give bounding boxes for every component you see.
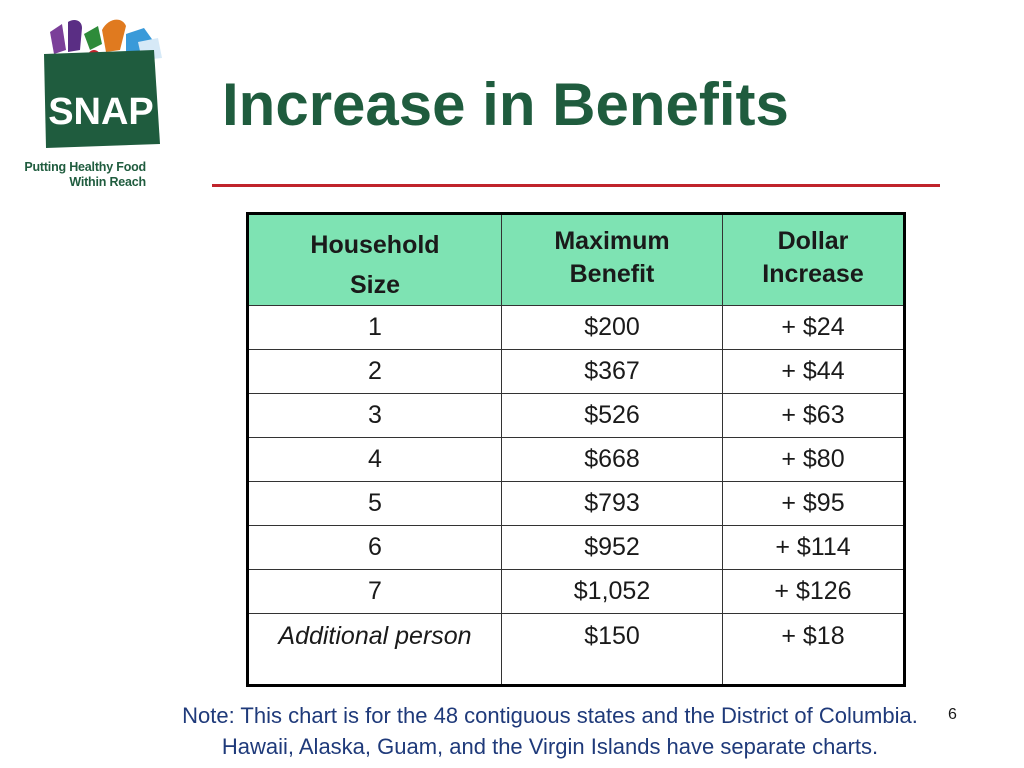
cell-maximum-benefit: $200 bbox=[501, 305, 723, 350]
header-household-line2: Size bbox=[349, 271, 401, 299]
cell-household-size: 5 bbox=[247, 481, 502, 526]
benefits-table-container: Household Size Maximum Benefit Dollar In… bbox=[246, 212, 906, 687]
table-row: 5 $793 + $95 bbox=[247, 481, 905, 526]
cell-maximum-benefit: $526 bbox=[501, 393, 723, 438]
footnote-line-1: Note: This chart is for the 48 contiguou… bbox=[182, 703, 918, 728]
logo-tagline: Putting Healthy Food Within Reach bbox=[22, 160, 146, 190]
cell-dollar-increase: + $80 bbox=[722, 437, 905, 482]
cell-household-size: 4 bbox=[247, 437, 502, 482]
slide-number: 6 bbox=[948, 706, 957, 723]
footnote: Note: This chart is for the 48 contiguou… bbox=[60, 700, 1024, 762]
cell-maximum-benefit: $150 bbox=[501, 613, 723, 686]
cell-dollar-increase: + $114 bbox=[722, 525, 905, 570]
benefits-table: Household Size Maximum Benefit Dollar In… bbox=[246, 212, 906, 687]
snap-logo-text: SNAP bbox=[48, 91, 154, 133]
cell-dollar-increase: + $63 bbox=[722, 393, 905, 438]
table-row: Additional person $150 + $18 bbox=[247, 613, 905, 686]
cell-household-size: Additional person bbox=[247, 613, 502, 686]
table-row: 7 $1,052 + $126 bbox=[247, 569, 905, 614]
table-row: 2 $367 + $44 bbox=[247, 349, 905, 394]
header-maximum-benefit: Maximum Benefit bbox=[501, 213, 723, 306]
cell-maximum-benefit: $793 bbox=[501, 481, 723, 526]
header-dollar-line2: Increase bbox=[762, 260, 864, 288]
footnote-line-2: Hawaii, Alaska, Guam, and the Virgin Isl… bbox=[221, 734, 879, 759]
cell-dollar-increase: + $126 bbox=[722, 569, 905, 614]
slide-title: Increase in Benefits bbox=[222, 71, 789, 138]
table-header-row: Household Size Maximum Benefit Dollar In… bbox=[247, 213, 905, 306]
cell-maximum-benefit: $952 bbox=[501, 525, 723, 570]
cell-dollar-increase: + $44 bbox=[722, 349, 905, 394]
header-household-line1: Household bbox=[310, 231, 440, 259]
table-row: 1 $200 + $24 bbox=[247, 305, 905, 350]
cell-dollar-increase: + $95 bbox=[722, 481, 905, 526]
cell-household-size: 6 bbox=[247, 525, 502, 570]
table-row: 3 $526 + $63 bbox=[247, 393, 905, 438]
cell-dollar-increase: + $18 bbox=[722, 613, 905, 686]
cell-maximum-benefit: $668 bbox=[501, 437, 723, 482]
header-dollar-increase: Dollar Increase bbox=[722, 213, 905, 306]
cell-household-size: 3 bbox=[247, 393, 502, 438]
header-maximum-line1: Maximum bbox=[554, 227, 670, 255]
cell-household-size: 2 bbox=[247, 349, 502, 394]
tagline-line-2: Within Reach bbox=[69, 175, 146, 189]
cell-household-size: 1 bbox=[247, 305, 502, 350]
table-row: 6 $952 + $114 bbox=[247, 525, 905, 570]
snap-logo: SNAP bbox=[44, 19, 162, 148]
header-dollar-line1: Dollar bbox=[777, 227, 849, 255]
cell-maximum-benefit: $1,052 bbox=[501, 569, 723, 614]
header-maximum-line2: Benefit bbox=[569, 260, 655, 288]
title-divider bbox=[212, 184, 940, 187]
cell-household-size: 7 bbox=[247, 569, 502, 614]
table-row: 4 $668 + $80 bbox=[247, 437, 905, 482]
cell-dollar-increase: + $24 bbox=[722, 305, 905, 350]
cell-maximum-benefit: $367 bbox=[501, 349, 723, 394]
tagline-line-1: Putting Healthy Food bbox=[24, 160, 146, 174]
header-household-size: Household Size bbox=[247, 213, 502, 306]
